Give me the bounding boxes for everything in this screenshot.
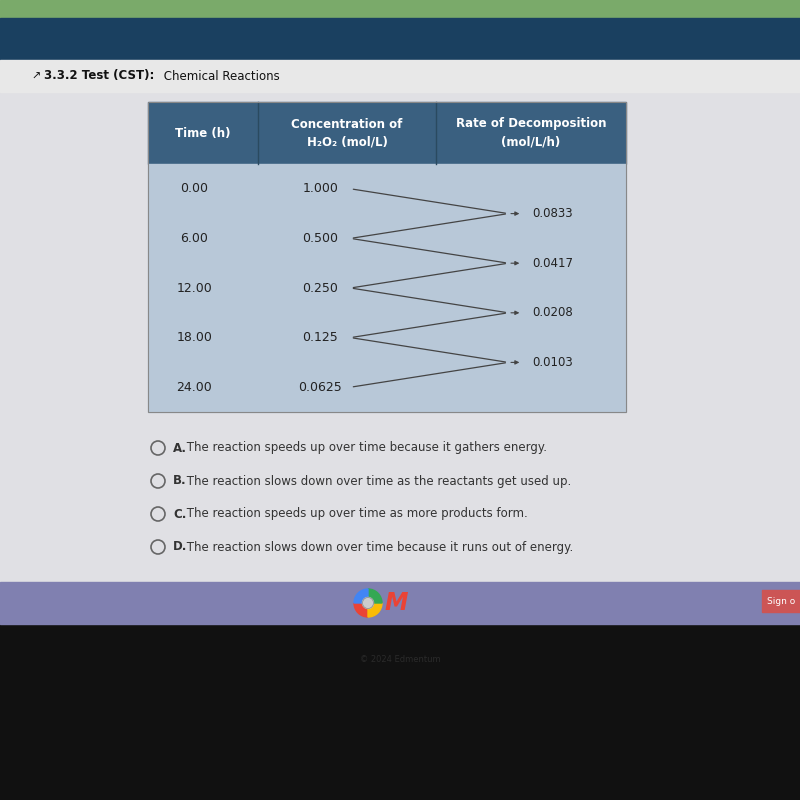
Text: 0.0103: 0.0103 (532, 356, 573, 369)
Text: B.: B. (173, 474, 186, 487)
Text: 24.00: 24.00 (176, 381, 212, 394)
Bar (148, 102, 626, 164)
Bar (0, 18, 800, 60)
Text: The reaction speeds up over time as more products form.: The reaction speeds up over time as more… (183, 507, 528, 521)
Text: 18.00: 18.00 (176, 331, 212, 344)
Text: 6.00: 6.00 (180, 232, 208, 245)
Text: 0.0417: 0.0417 (532, 257, 573, 270)
Wedge shape (368, 589, 382, 603)
Text: 0.0625: 0.0625 (298, 381, 342, 394)
Text: ← PREVIOUS: ← PREVIOUS (151, 585, 227, 595)
Circle shape (362, 598, 374, 609)
Text: The reaction slows down over time as the reactants get used up.: The reaction slows down over time as the… (183, 474, 571, 487)
Text: The reaction speeds up over time because it gathers energy.: The reaction speeds up over time because… (183, 442, 547, 454)
Text: ↗: ↗ (32, 71, 48, 81)
Bar (762, 590, 800, 612)
Text: 1.000: 1.000 (302, 182, 338, 195)
Wedge shape (354, 589, 368, 603)
Text: 0.0208: 0.0208 (532, 306, 573, 319)
Text: Sign o: Sign o (767, 597, 795, 606)
Text: The reaction slows down over time because it runs out of energy.: The reaction slows down over time becaus… (183, 541, 574, 554)
Bar (0, 0, 800, 18)
Wedge shape (354, 603, 368, 617)
Wedge shape (368, 603, 382, 617)
Text: 12.00: 12.00 (176, 282, 212, 294)
Text: Rate of Decomposition
(mol/L/h): Rate of Decomposition (mol/L/h) (456, 118, 606, 149)
Bar (0, 582, 800, 624)
Text: M: M (384, 591, 408, 615)
Bar (0, 92, 800, 582)
Text: Concentration of
H₂O₂ (mol/L): Concentration of H₂O₂ (mol/L) (291, 118, 402, 149)
Text: D.: D. (173, 541, 187, 554)
Text: 0.250: 0.250 (302, 282, 338, 294)
Bar (0, 624, 800, 800)
Text: 0.500: 0.500 (302, 232, 338, 245)
Text: Chemical Reactions: Chemical Reactions (160, 70, 280, 82)
Text: 0.125: 0.125 (302, 331, 338, 344)
Text: A.: A. (173, 442, 187, 454)
Text: 0.0833: 0.0833 (532, 207, 573, 220)
Text: © 2024 Edmentum: © 2024 Edmentum (360, 655, 440, 665)
Bar (0, 60, 800, 92)
Text: C.: C. (173, 507, 186, 521)
Text: 3.3.2 Test (CST):: 3.3.2 Test (CST): (44, 70, 154, 82)
Text: Time (h): Time (h) (175, 126, 230, 139)
Bar (148, 102, 626, 412)
Text: 0.00: 0.00 (180, 182, 208, 195)
Bar (148, 164, 626, 412)
